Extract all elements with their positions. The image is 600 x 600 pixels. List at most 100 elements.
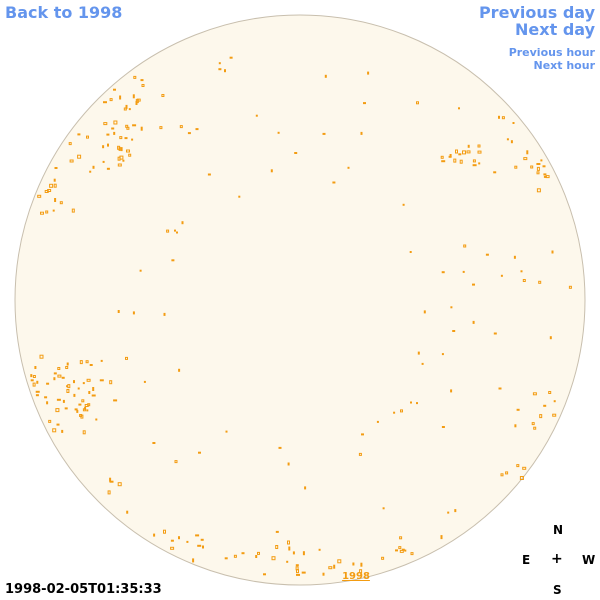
feature-marker xyxy=(109,380,113,385)
feature-marker xyxy=(287,540,290,545)
feature-marker xyxy=(53,377,56,381)
feature-marker xyxy=(47,189,52,192)
feature-marker xyxy=(202,545,204,549)
feature-marker xyxy=(441,160,446,163)
feature-marker xyxy=(113,399,118,402)
feature-marker xyxy=(462,270,465,273)
feature-marker xyxy=(66,362,69,366)
feature-marker xyxy=(401,548,405,551)
feature-marker xyxy=(136,98,141,102)
feature-marker xyxy=(523,157,528,161)
feature-marker xyxy=(322,572,325,576)
feature-marker xyxy=(229,56,233,59)
next-day-link[interactable]: Next day xyxy=(515,20,595,39)
feature-marker xyxy=(270,169,273,173)
feature-marker xyxy=(88,391,91,394)
feature-marker xyxy=(363,102,366,105)
feature-marker xyxy=(179,125,183,129)
feature-marker xyxy=(510,140,513,144)
feature-marker xyxy=(79,360,83,365)
feature-marker xyxy=(73,393,76,397)
feature-marker xyxy=(275,530,279,533)
feature-marker xyxy=(123,107,127,111)
feature-marker xyxy=(376,420,379,423)
feature-marker xyxy=(89,170,92,173)
feature-marker xyxy=(301,571,306,574)
feature-marker xyxy=(516,408,520,411)
feature-marker xyxy=(139,269,142,272)
feature-marker xyxy=(195,534,200,537)
feature-marker xyxy=(61,376,65,379)
feature-marker xyxy=(176,231,178,234)
feature-marker xyxy=(36,380,39,384)
feature-marker xyxy=(257,551,260,555)
feature-marker xyxy=(302,551,305,556)
feature-marker xyxy=(117,145,121,150)
previous-hour-link[interactable]: Previous hour xyxy=(508,46,595,59)
feature-marker xyxy=(337,559,342,564)
feature-marker xyxy=(62,399,65,403)
feature-marker xyxy=(238,195,241,198)
feature-marker xyxy=(107,490,111,495)
feature-marker xyxy=(65,366,69,369)
feature-marker xyxy=(277,131,280,134)
feature-marker xyxy=(542,165,546,168)
feature-marker xyxy=(514,424,517,428)
back-to-year-link[interactable]: Back to 1998 xyxy=(5,3,123,22)
feature-marker xyxy=(92,387,95,391)
feature-marker xyxy=(44,396,48,399)
feature-marker xyxy=(54,167,58,169)
feature-marker xyxy=(400,409,403,413)
feature-marker xyxy=(131,138,134,141)
feature-marker xyxy=(109,477,112,482)
compass-center-icon: + xyxy=(551,551,563,567)
feature-marker xyxy=(472,283,475,286)
feature-marker xyxy=(117,482,122,487)
feature-marker xyxy=(37,194,42,198)
compass-west: W xyxy=(582,553,596,567)
feature-marker xyxy=(367,71,370,75)
feature-marker xyxy=(347,166,350,169)
feature-marker xyxy=(68,142,72,146)
compass-east: E xyxy=(522,553,531,567)
feature-marker xyxy=(493,332,497,335)
feature-marker xyxy=(86,409,89,412)
feature-marker xyxy=(318,548,321,551)
feature-marker xyxy=(187,132,191,135)
feature-marker xyxy=(57,367,61,370)
feature-marker xyxy=(449,154,452,157)
feature-marker xyxy=(458,153,462,156)
feature-marker xyxy=(218,62,221,65)
feature-marker xyxy=(410,552,414,556)
year-label[interactable]: 1998 xyxy=(342,571,370,582)
feature-marker xyxy=(170,546,175,550)
feature-marker xyxy=(48,419,52,423)
feature-marker xyxy=(106,133,110,136)
feature-marker xyxy=(287,462,290,466)
feature-marker xyxy=(322,132,326,135)
feature-marker xyxy=(67,384,71,389)
feature-marker xyxy=(275,545,279,549)
feature-marker xyxy=(304,486,307,490)
feature-marker xyxy=(467,144,470,148)
feature-marker xyxy=(404,549,407,552)
feature-marker xyxy=(278,446,282,449)
previous-day-link[interactable]: Previous day xyxy=(478,3,595,22)
feature-marker xyxy=(119,136,123,140)
feature-marker xyxy=(286,560,289,563)
feature-marker xyxy=(536,171,540,175)
feature-marker xyxy=(224,557,228,560)
feature-marker xyxy=(459,159,463,164)
feature-marker xyxy=(82,430,86,435)
feature-marker xyxy=(399,536,403,540)
feature-marker xyxy=(398,546,402,550)
feature-marker xyxy=(52,209,55,212)
feature-marker xyxy=(77,387,80,390)
feature-marker xyxy=(186,540,189,543)
feature-marker xyxy=(255,555,258,558)
next-hour-link[interactable]: Next hour xyxy=(533,59,596,72)
feature-marker xyxy=(109,98,113,102)
feature-marker xyxy=(102,145,105,149)
feature-marker xyxy=(152,442,156,444)
feature-marker xyxy=(516,464,520,468)
